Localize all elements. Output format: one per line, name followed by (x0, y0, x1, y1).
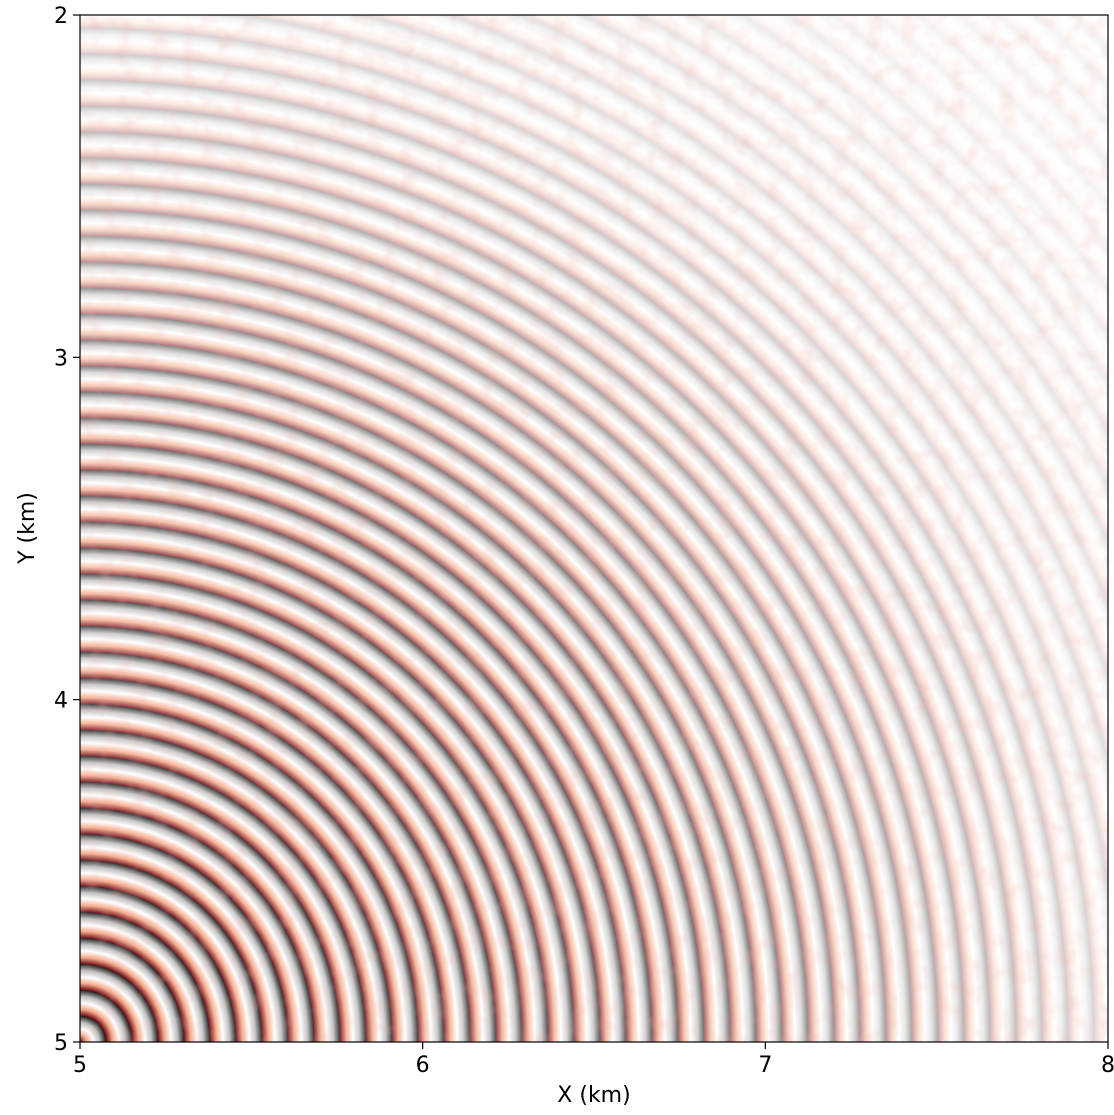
plot-frame (79, 14, 1109, 1043)
y-tick-label: 3 (54, 346, 68, 371)
x-axis-label: X (km) (557, 1083, 630, 1108)
x-tick-label: 7 (758, 1053, 772, 1078)
x-tick-label: 5 (73, 1053, 87, 1078)
wavefield-noise (80, 15, 1108, 1042)
x-tick-label: 6 (416, 1053, 430, 1078)
y-tick-label: 4 (54, 689, 68, 714)
y-tick-label: 2 (54, 4, 68, 29)
wavefield (80, 15, 1108, 1042)
x-tick-label: 8 (1101, 1053, 1114, 1078)
y-tick-label: 5 (54, 1031, 68, 1056)
y-axis-label: Y (km) (15, 492, 40, 565)
